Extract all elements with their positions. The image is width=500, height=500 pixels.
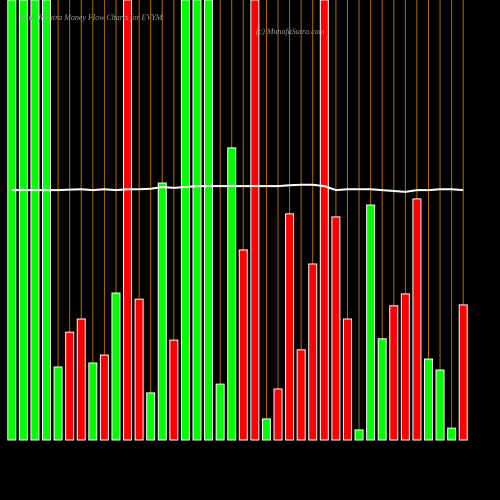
bar xyxy=(192,0,202,441)
bar xyxy=(53,366,63,441)
bar xyxy=(227,147,237,441)
bar xyxy=(169,339,179,441)
bar xyxy=(412,198,422,441)
bar xyxy=(285,213,295,441)
bar xyxy=(157,182,167,441)
bar xyxy=(65,331,75,441)
bar xyxy=(88,362,98,441)
bar xyxy=(18,0,28,441)
bar xyxy=(42,0,52,441)
bar xyxy=(250,0,260,441)
bar xyxy=(261,418,271,441)
bar xyxy=(146,392,156,441)
bar xyxy=(123,0,133,441)
bar xyxy=(319,0,329,441)
chart-subtitle: (c) MunafaSutra.com xyxy=(256,27,325,36)
bar xyxy=(423,358,433,441)
bar xyxy=(76,318,86,441)
bar xyxy=(111,292,121,441)
bar xyxy=(389,305,399,441)
bar xyxy=(308,263,318,441)
bar xyxy=(134,298,144,441)
plot-area xyxy=(7,0,468,441)
price-line xyxy=(11,183,464,193)
bar xyxy=(447,427,457,441)
bar xyxy=(180,0,190,441)
bar xyxy=(215,383,225,441)
bar xyxy=(7,0,17,441)
bar xyxy=(377,338,387,441)
bar xyxy=(354,429,364,441)
bar xyxy=(99,354,109,441)
bar xyxy=(238,249,248,441)
bar xyxy=(400,293,410,441)
bar xyxy=(366,204,376,441)
bar xyxy=(435,369,445,441)
bar xyxy=(331,216,341,441)
bar xyxy=(296,349,306,441)
bar xyxy=(342,318,352,441)
bar xyxy=(273,388,283,441)
bar xyxy=(30,0,40,441)
bar xyxy=(458,304,468,441)
bar xyxy=(204,0,214,441)
chart-title: MunafaSutra Money Flow Charts for EVYM xyxy=(19,13,164,22)
